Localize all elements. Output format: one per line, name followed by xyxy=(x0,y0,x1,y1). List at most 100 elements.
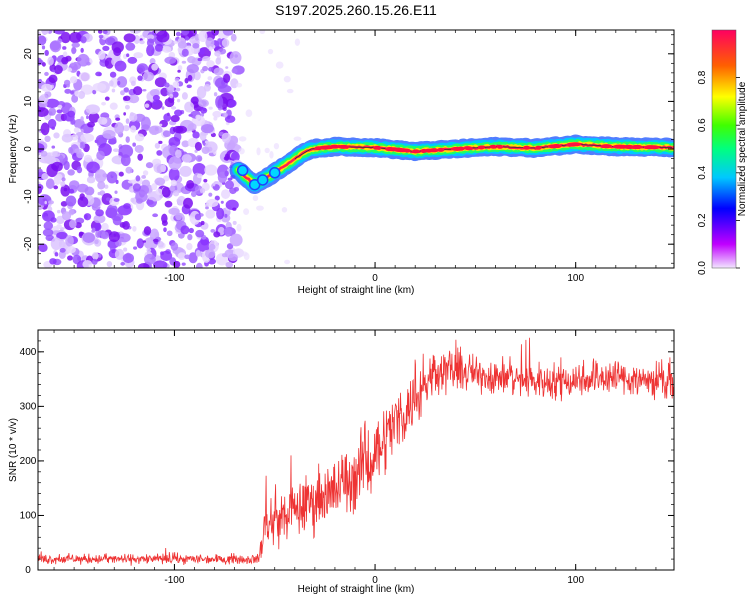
spectrogram-noise-blob xyxy=(224,180,235,190)
spectrogram-noise-blob xyxy=(74,90,80,97)
spectrogram-noise-blob xyxy=(97,117,108,125)
spectrogram-noise-blob xyxy=(224,153,230,161)
spectrogram-noise-blob xyxy=(169,185,176,192)
spectrogram-noise-blob xyxy=(222,112,229,118)
spectrogram-noise-blob xyxy=(91,258,98,265)
spectrogram-noise-blob xyxy=(225,261,234,268)
spectrogram-noise-blob xyxy=(40,150,48,157)
spectrogram-noise-blob xyxy=(66,246,76,254)
spectrogram-noise-blob xyxy=(88,112,100,123)
spectrogram-noise-blob xyxy=(149,88,160,97)
spectrogram-noise-blob xyxy=(177,65,183,71)
colorbar-tick-label: 0.2 xyxy=(697,213,708,227)
spectrogram-noise-blob xyxy=(194,213,202,221)
spectrogram-noise-blob xyxy=(181,154,192,163)
spectrogram-noise-blob xyxy=(141,175,147,179)
spectrogram-noise-blob xyxy=(40,122,50,136)
spectrogram-noise-blob xyxy=(202,107,207,112)
spectrogram-noise-blob xyxy=(130,80,136,87)
spectrogram-noise-blob xyxy=(38,168,43,174)
spectrogram-noise-blob xyxy=(140,116,151,130)
spectrogram-noise-blob xyxy=(114,122,125,135)
spectrogram-noise-blob xyxy=(177,40,187,49)
spectrogram-noise-blob xyxy=(168,136,181,148)
spectrogram-noise-blob xyxy=(187,74,193,82)
spectrogram-noise-blob xyxy=(198,30,208,43)
spectrogram-noise-blob xyxy=(48,74,58,84)
spectrogram-peak xyxy=(411,149,420,154)
spectrogram-peak xyxy=(464,146,473,151)
spectrogram-ytick-label: 10 xyxy=(23,95,34,107)
spectrogram-noise-blob xyxy=(94,222,102,231)
spectrogram-noise-blob xyxy=(120,90,125,96)
spectrogram-noise-blob xyxy=(204,164,218,176)
spectrogram-noise-blob xyxy=(129,30,142,34)
spectrogram-noise-blob xyxy=(44,200,48,205)
spectrogram-noise-blob xyxy=(52,69,56,73)
spectrogram-noise-blob xyxy=(44,49,49,56)
spectrogram-noise-blob xyxy=(137,75,143,81)
spectrogram-noise-blob xyxy=(163,82,170,88)
spectrogram-noise-blob xyxy=(225,66,229,69)
colorbar-label: Normalized spectral amplitude xyxy=(737,81,748,216)
colorbar-gradient xyxy=(711,29,737,269)
spectrogram-xtick-label: 100 xyxy=(567,273,584,284)
spectrogram-noise-blob xyxy=(49,258,57,265)
spectrogram-noise-blob xyxy=(123,87,130,93)
spectrogram-noise-blob xyxy=(130,125,137,133)
spectrogram-peak xyxy=(428,148,439,153)
spectrogram-noise-blob xyxy=(125,118,130,124)
spectrogram-noise-blob xyxy=(78,72,91,82)
spectrogram-noise-blob xyxy=(123,95,131,102)
spectrogram-peak xyxy=(450,146,464,151)
spectrogram-noise-blob xyxy=(197,57,203,62)
spectrogram-noise-blob xyxy=(223,73,231,84)
snr-frame xyxy=(37,329,675,571)
spectrogram-noise-blob xyxy=(73,127,80,133)
spectrogram-noise-blob xyxy=(196,173,203,179)
spectrogram-noise-blob xyxy=(214,195,220,201)
spectrogram-noise-blob xyxy=(51,126,55,130)
spectrogram-noise-blob xyxy=(162,130,171,138)
spectrogram-peak xyxy=(535,145,542,150)
spectrogram-noise-blob xyxy=(213,231,221,238)
spectrogram-xlabel: Height of straight line (km) xyxy=(298,285,415,296)
spectrogram-noise-blob xyxy=(92,89,97,95)
snr-panel: -100 0 100 0 100 200 300 400 Height of straigh… xyxy=(8,329,675,595)
spectrogram-noise-blob xyxy=(161,213,168,224)
spectrogram-peak xyxy=(477,145,485,150)
spectrogram-noise-blob xyxy=(44,91,52,98)
spectrogram-noise-blob xyxy=(47,56,54,66)
spectrogram-noise-blob xyxy=(87,121,96,128)
spectrogram-noise-blob xyxy=(238,136,247,142)
spectrogram-noise-blob xyxy=(42,210,55,222)
spectrogram-noise-blob xyxy=(68,219,77,229)
spectrogram-noise-blob xyxy=(202,55,211,62)
spectrogram-noise-blob xyxy=(126,53,130,58)
spectrogram-noise-blob xyxy=(146,199,154,205)
spectrogram-noise-blob xyxy=(63,187,68,192)
spectrogram-noise-blob xyxy=(80,128,84,133)
spectrogram-noise-blob xyxy=(114,60,127,72)
spectrogram-noise-blob xyxy=(229,233,243,247)
spectrogram-noise-blob xyxy=(76,183,89,193)
spectrogram-noise-blob xyxy=(109,102,118,110)
spectrogram-peak xyxy=(490,144,497,149)
spectrogram-noise-blob xyxy=(206,198,219,208)
spectrogram-noise-blob xyxy=(92,82,107,92)
spectrogram-ytick-label: 20 xyxy=(23,48,34,60)
spectrogram-knot xyxy=(268,167,281,179)
spectrogram-noise-blob xyxy=(236,223,242,232)
spectrogram-noise-blob xyxy=(137,262,150,268)
spectrogram-noise-blob xyxy=(95,209,104,217)
spectrogram-noise-blob xyxy=(186,84,192,89)
spectrogram-noise-blob xyxy=(41,62,46,67)
spectrogram-noise-blob xyxy=(187,56,196,64)
spectrogram-noise-blob xyxy=(95,230,101,238)
snr-ylabel: SNR (10 * v/v) xyxy=(8,418,19,482)
spectrogram-noise-blob xyxy=(232,220,237,225)
snr-ytick-label: 200 xyxy=(20,456,37,467)
spectrogram-noise-blob xyxy=(106,171,118,184)
spectrogram-noise-blob xyxy=(79,141,86,149)
spectrogram-noise-blob xyxy=(62,51,68,58)
